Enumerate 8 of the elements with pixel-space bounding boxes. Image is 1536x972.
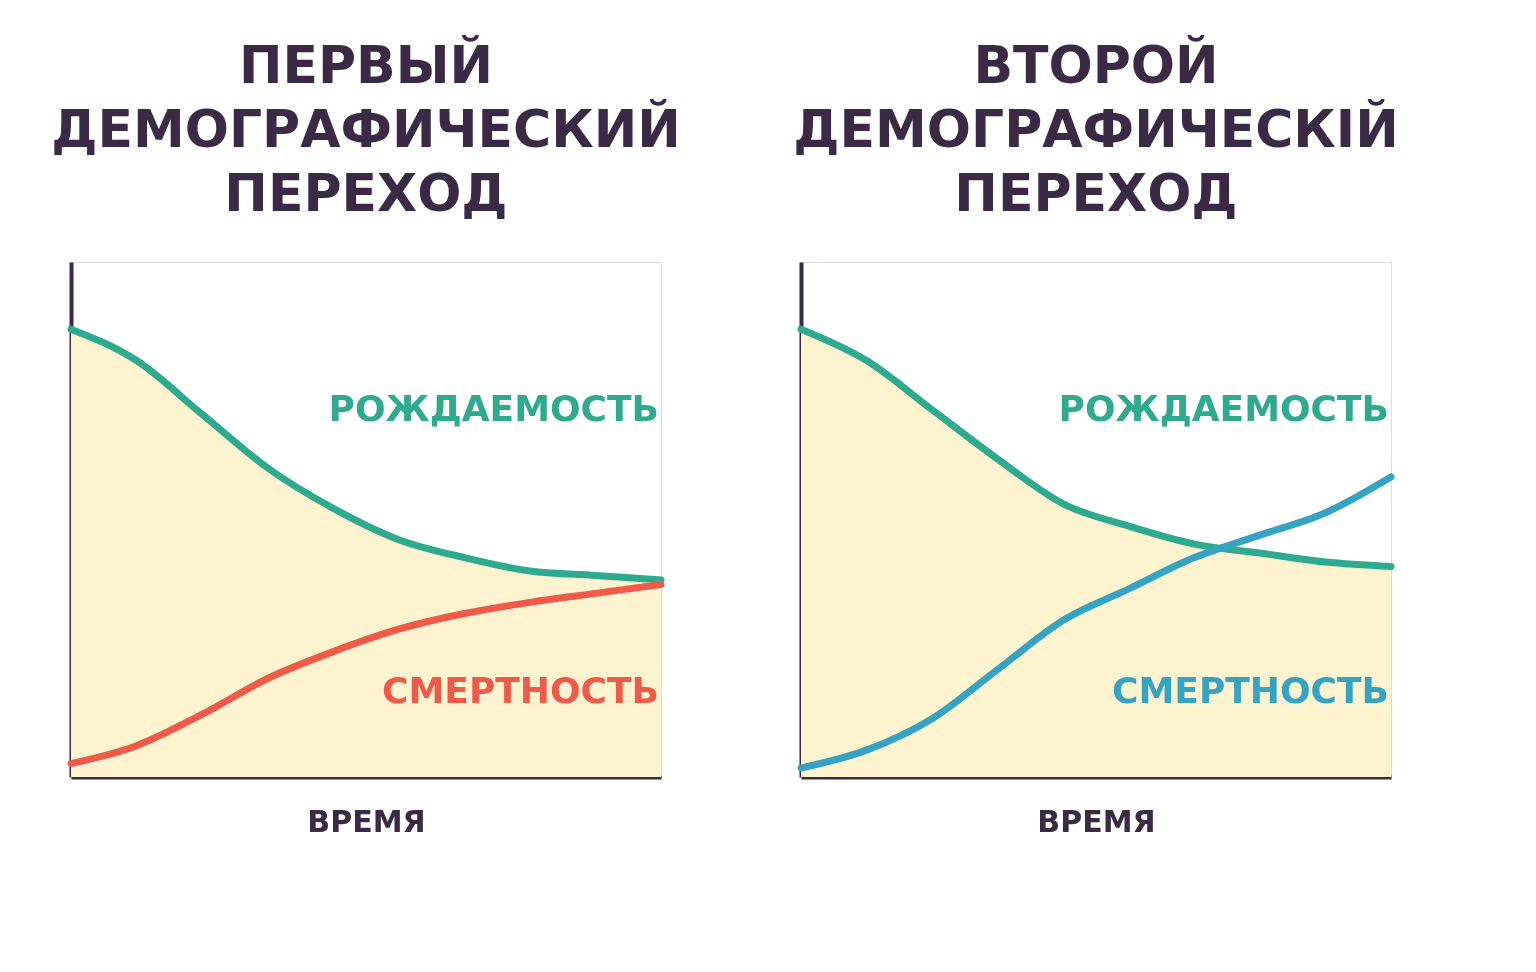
chart-title: ВТОРОЙ ДЕМОГРАФИЧЕСКІЙ ПЕРЕХОД (793, 35, 1399, 223)
series-label: СМЕРТНОСТЬ (1112, 669, 1389, 711)
series-label: РОЖДАЕМОСТЬ (1058, 387, 1389, 429)
series-label: СМЕРТНОСТЬ (382, 669, 659, 711)
x-axis-title: ВРЕМЯ (1037, 803, 1156, 839)
chart-title: ПЕРВЫЙ ДЕМОГРАФИЧЕСКИЙ ПЕРЕХОД (51, 35, 681, 223)
x-axis-title: ВРЕМЯ (307, 803, 426, 839)
series-label: РОЖДАЕМОСТЬ (328, 387, 659, 429)
